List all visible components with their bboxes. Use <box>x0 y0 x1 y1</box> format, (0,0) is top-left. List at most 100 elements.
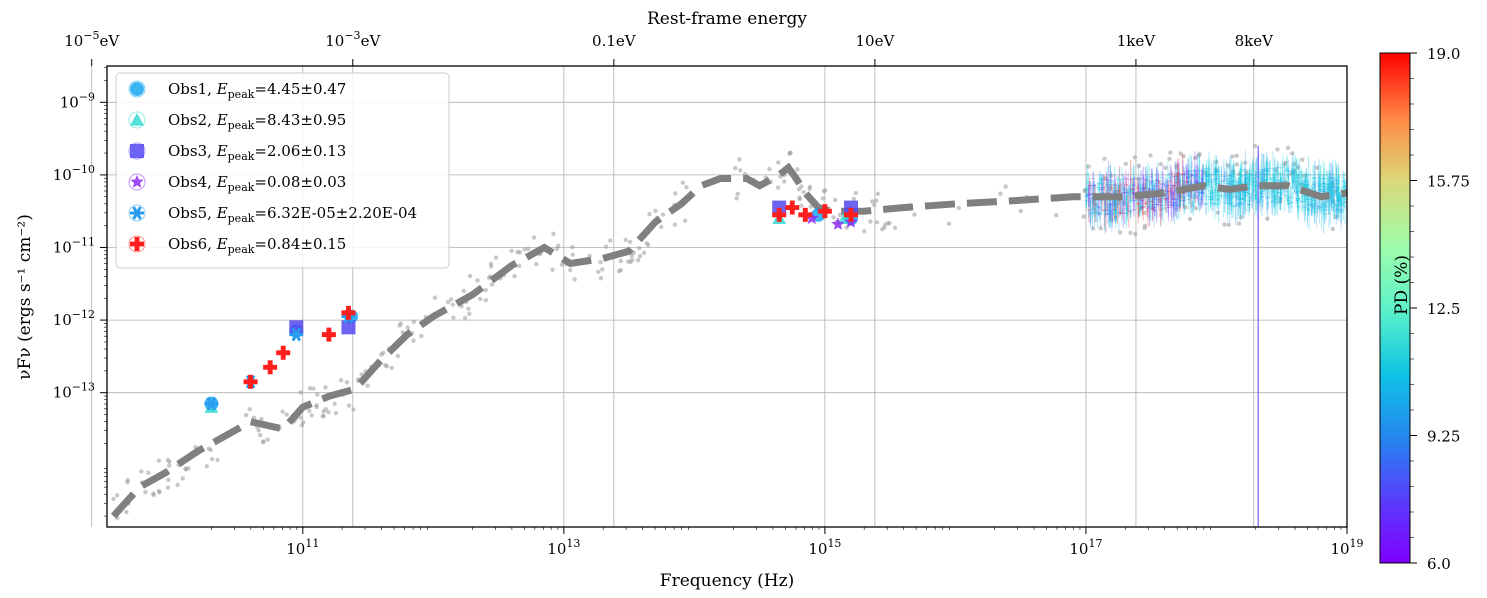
archival-point <box>801 189 806 195</box>
archival-point <box>645 242 651 248</box>
archival-point <box>483 298 488 303</box>
archival-point <box>1183 205 1188 210</box>
archival-point <box>820 196 825 201</box>
archival-point <box>807 184 813 189</box>
obs6-marker-v <box>789 200 795 215</box>
archival-point <box>381 350 386 356</box>
colorbar: 19.0 15.75 12.5 9.25 6.0 PD (%) <box>1379 45 1470 573</box>
archival-point <box>1252 143 1258 149</box>
archival-point <box>461 288 466 294</box>
archival-point <box>598 259 603 265</box>
archival-point <box>775 185 781 190</box>
archival-point <box>466 306 471 311</box>
archival-point <box>1203 170 1208 175</box>
y-tick-label: 10−9 <box>60 90 95 111</box>
archival-point <box>837 212 843 218</box>
archival-point <box>637 245 642 251</box>
archival-point <box>853 190 859 196</box>
archival-point <box>143 489 148 495</box>
archival-point <box>167 459 172 464</box>
archival-point <box>1167 156 1172 162</box>
archival-point <box>1226 222 1231 228</box>
obs5-marker <box>206 396 217 411</box>
archival-point <box>1197 151 1202 157</box>
archival-point <box>1236 221 1242 226</box>
archival-point <box>478 296 483 302</box>
colorbar-tick-label: 15.75 <box>1427 173 1470 191</box>
legend-marker-obs6-v <box>134 237 140 251</box>
archival-point <box>493 255 499 260</box>
archival-point <box>247 406 253 412</box>
legend-label: Obs2, Epeak=8.43±0.95 <box>168 111 346 132</box>
archival-point <box>795 167 800 172</box>
archival-point <box>872 202 877 208</box>
legend-marker-ring <box>128 111 146 129</box>
archival-point <box>405 325 410 330</box>
archival-point <box>1314 165 1320 171</box>
archival-point <box>1275 147 1280 152</box>
top-tick-label: 10−3eV <box>325 29 381 50</box>
obs6-marker-v <box>267 360 273 375</box>
legend-marker-ring <box>128 235 146 253</box>
archival-point <box>398 321 404 326</box>
archival-point <box>1121 200 1126 205</box>
archival-point <box>1215 210 1221 215</box>
archival-point <box>1181 153 1186 159</box>
archival-point <box>672 222 678 227</box>
archival-point <box>284 412 289 417</box>
archival-point <box>883 222 888 227</box>
archival-point <box>1192 155 1198 160</box>
archival-point <box>870 199 875 204</box>
legend-item-obs4: Obs4, Epeak=0.08±0.03 <box>128 173 346 194</box>
archival-point <box>467 311 472 317</box>
archival-point <box>259 416 264 422</box>
archival-point <box>180 476 186 481</box>
archival-point <box>209 456 215 462</box>
archival-point <box>1230 154 1235 159</box>
archival-point <box>512 273 517 279</box>
legend-label: Obs6, Epeak=0.84±0.15 <box>168 235 346 256</box>
archival-point <box>208 447 213 453</box>
archival-point <box>1148 153 1153 158</box>
archival-point <box>261 439 266 444</box>
archival-point <box>1231 169 1236 174</box>
archival-point <box>333 410 339 416</box>
archival-point <box>630 257 635 263</box>
archival-point <box>738 168 743 173</box>
archival-point <box>596 269 601 275</box>
archival-point <box>215 457 220 463</box>
obs6-marker-v <box>326 327 332 342</box>
archival-point <box>956 205 962 211</box>
archival-point <box>659 224 664 230</box>
archival-point <box>862 229 867 234</box>
y-tick-label: 10−12 <box>53 308 95 329</box>
archival-point <box>326 409 331 415</box>
archival-point <box>868 219 873 224</box>
archival-point <box>1222 222 1227 227</box>
archival-point <box>1299 182 1305 188</box>
archival-point <box>734 196 739 201</box>
archival-point <box>1244 169 1249 175</box>
legend: Obs1, Epeak=4.45±0.47 Obs2, Epeak=8.43±0.… <box>115 72 450 269</box>
obs6-marker-v <box>822 204 828 219</box>
archival-point <box>600 267 605 272</box>
archival-point <box>1234 153 1239 158</box>
archival-point <box>788 150 793 156</box>
archival-point <box>833 197 838 203</box>
y-tick-label: 10−13 <box>53 381 95 402</box>
archival-point <box>1285 145 1291 151</box>
archival-point <box>1081 214 1086 219</box>
archival-point <box>873 198 879 203</box>
archival-point <box>1136 163 1142 169</box>
archival-point <box>156 458 162 463</box>
archival-point <box>623 237 628 243</box>
archival-point <box>1054 213 1059 218</box>
legend-marker-obs4 <box>130 175 144 188</box>
archival-point <box>489 282 495 287</box>
legend-marker-obs2 <box>130 113 144 126</box>
archival-point <box>1117 230 1123 235</box>
archival-point <box>1278 199 1283 204</box>
archival-point <box>629 253 634 258</box>
archival-point <box>1139 206 1144 211</box>
archival-point <box>1181 182 1186 187</box>
